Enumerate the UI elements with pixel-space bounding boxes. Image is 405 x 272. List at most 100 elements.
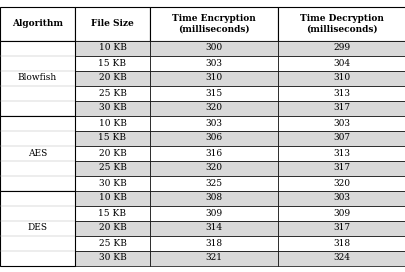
Text: 309: 309 bbox=[333, 209, 350, 218]
Text: 324: 324 bbox=[333, 254, 350, 262]
Text: 318: 318 bbox=[205, 239, 222, 248]
Bar bbox=[75, 190, 149, 206]
Bar bbox=[0, 116, 75, 190]
Text: 10 KB: 10 KB bbox=[98, 119, 126, 128]
Text: 314: 314 bbox=[205, 224, 222, 233]
Bar bbox=[277, 190, 405, 206]
Bar bbox=[277, 221, 405, 236]
Bar bbox=[75, 146, 149, 160]
Bar bbox=[277, 206, 405, 221]
Text: 321: 321 bbox=[205, 254, 222, 262]
Bar bbox=[277, 146, 405, 160]
Text: 15 KB: 15 KB bbox=[98, 134, 126, 143]
Text: 30 KB: 30 KB bbox=[98, 254, 126, 262]
Text: 313: 313 bbox=[333, 88, 350, 97]
Bar bbox=[149, 175, 277, 190]
Bar bbox=[149, 55, 277, 70]
Text: 303: 303 bbox=[333, 193, 350, 202]
Text: 310: 310 bbox=[333, 73, 350, 82]
Text: 313: 313 bbox=[333, 149, 350, 157]
Bar bbox=[149, 160, 277, 175]
Text: 300: 300 bbox=[205, 44, 222, 52]
Text: 317: 317 bbox=[333, 224, 350, 233]
Bar bbox=[277, 55, 405, 70]
Bar bbox=[277, 7, 405, 41]
Text: Time Encryption
(milliseconds): Time Encryption (milliseconds) bbox=[172, 14, 255, 33]
Text: 315: 315 bbox=[205, 88, 222, 97]
Bar bbox=[149, 251, 277, 265]
Bar bbox=[75, 236, 149, 251]
Bar bbox=[0, 190, 75, 265]
Bar bbox=[277, 251, 405, 265]
Bar bbox=[75, 221, 149, 236]
Bar bbox=[149, 221, 277, 236]
Text: 307: 307 bbox=[333, 134, 350, 143]
Text: 308: 308 bbox=[205, 193, 222, 202]
Bar bbox=[277, 131, 405, 146]
Bar bbox=[0, 7, 75, 41]
Bar bbox=[149, 146, 277, 160]
Bar bbox=[149, 100, 277, 116]
Bar bbox=[75, 41, 149, 55]
Bar bbox=[75, 55, 149, 70]
Bar bbox=[277, 175, 405, 190]
Bar bbox=[277, 85, 405, 100]
Text: 317: 317 bbox=[333, 163, 350, 172]
Bar bbox=[277, 236, 405, 251]
Bar bbox=[75, 251, 149, 265]
Text: 20 KB: 20 KB bbox=[98, 224, 126, 233]
Bar bbox=[149, 70, 277, 85]
Bar bbox=[149, 41, 277, 55]
Text: 309: 309 bbox=[205, 209, 222, 218]
Text: 25 KB: 25 KB bbox=[98, 163, 126, 172]
Text: 30 KB: 30 KB bbox=[98, 104, 126, 113]
Bar bbox=[277, 100, 405, 116]
Text: 320: 320 bbox=[205, 163, 222, 172]
Text: 303: 303 bbox=[333, 119, 350, 128]
Bar bbox=[149, 190, 277, 206]
Bar bbox=[75, 175, 149, 190]
Text: DES: DES bbox=[28, 224, 47, 233]
Text: 320: 320 bbox=[333, 178, 350, 187]
Text: 25 KB: 25 KB bbox=[98, 88, 126, 97]
Text: 15 KB: 15 KB bbox=[98, 58, 126, 67]
Bar bbox=[75, 131, 149, 146]
Text: 20 KB: 20 KB bbox=[98, 73, 126, 82]
Text: 316: 316 bbox=[205, 149, 222, 157]
Text: 303: 303 bbox=[205, 58, 222, 67]
Bar bbox=[149, 116, 277, 131]
Text: 20 KB: 20 KB bbox=[98, 149, 126, 157]
Text: AES: AES bbox=[28, 149, 47, 157]
Text: 25 KB: 25 KB bbox=[98, 239, 126, 248]
Bar bbox=[277, 70, 405, 85]
Text: 320: 320 bbox=[205, 104, 222, 113]
Text: 304: 304 bbox=[333, 58, 350, 67]
Text: 325: 325 bbox=[205, 178, 222, 187]
Bar bbox=[75, 116, 149, 131]
Bar bbox=[75, 160, 149, 175]
Bar bbox=[149, 131, 277, 146]
Text: 10 KB: 10 KB bbox=[98, 193, 126, 202]
Bar bbox=[149, 7, 277, 41]
Text: File Size: File Size bbox=[91, 19, 134, 28]
Text: 303: 303 bbox=[205, 119, 222, 128]
Bar bbox=[277, 160, 405, 175]
Text: Blowfish: Blowfish bbox=[18, 73, 57, 82]
Text: Algorithm: Algorithm bbox=[12, 19, 63, 28]
Bar bbox=[75, 100, 149, 116]
Bar bbox=[0, 41, 75, 116]
Bar bbox=[149, 85, 277, 100]
Text: 299: 299 bbox=[333, 44, 350, 52]
Bar bbox=[75, 7, 149, 41]
Text: 10 KB: 10 KB bbox=[98, 44, 126, 52]
Bar bbox=[75, 85, 149, 100]
Text: 30 KB: 30 KB bbox=[98, 178, 126, 187]
Bar bbox=[149, 236, 277, 251]
Bar bbox=[277, 41, 405, 55]
Text: 15 KB: 15 KB bbox=[98, 209, 126, 218]
Text: 306: 306 bbox=[205, 134, 222, 143]
Bar bbox=[277, 116, 405, 131]
Bar bbox=[149, 206, 277, 221]
Bar bbox=[75, 70, 149, 85]
Text: Time Decryption
(milliseconds): Time Decryption (milliseconds) bbox=[299, 14, 383, 33]
